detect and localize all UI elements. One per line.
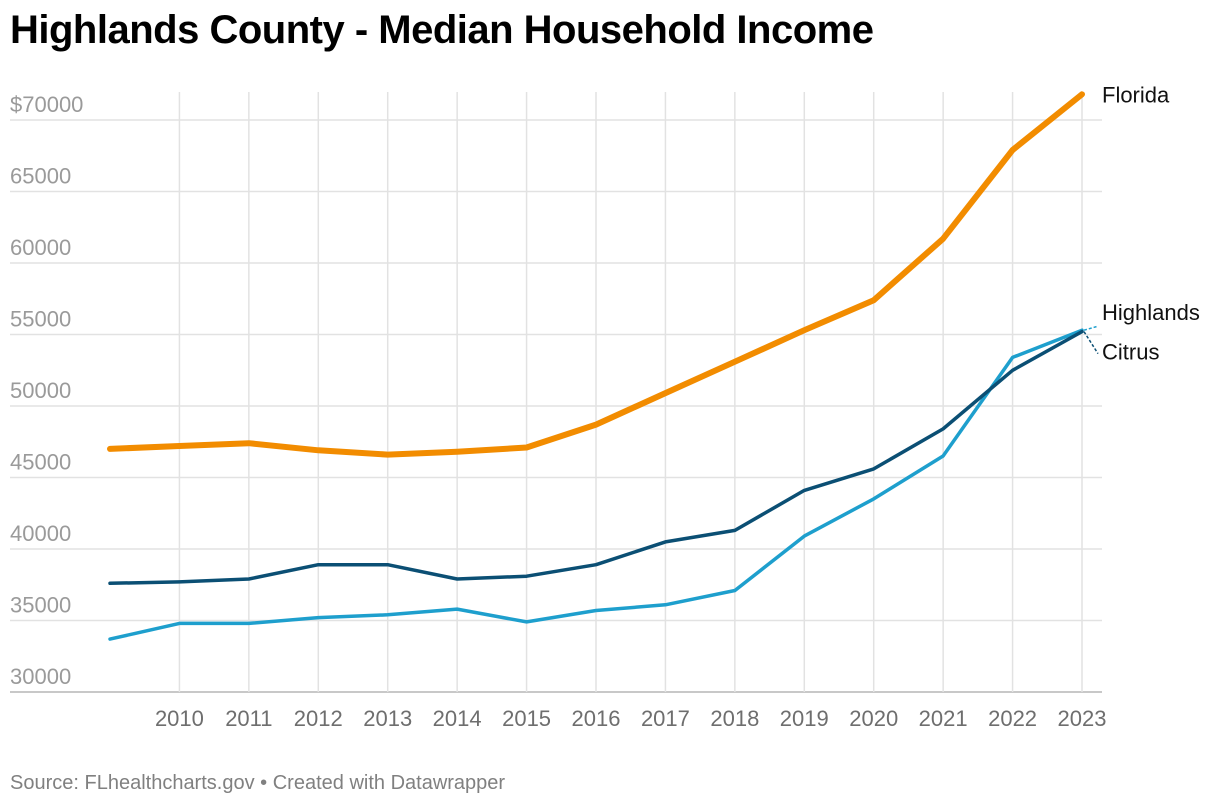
label-connector-citrus [1083, 331, 1099, 355]
y-tick-label: 30000 [10, 664, 71, 689]
x-tick-label: 2022 [988, 706, 1037, 731]
y-tick-label: 50000 [10, 378, 71, 403]
x-tick-label: 2019 [780, 706, 829, 731]
series-label-florida: Florida [1102, 82, 1170, 107]
y-tick-label: $70000 [10, 92, 83, 117]
y-tick-label: 60000 [10, 235, 71, 260]
axis-layer: 30000 35000 40000 45000 50000 55000 60000 65000… [10, 92, 1106, 731]
x-tick-label: 2015 [502, 706, 551, 731]
x-tick-label: 2010 [155, 706, 204, 731]
series-line-citrus [108, 329, 1084, 586]
y-tick-label: 45000 [10, 450, 71, 475]
x-tick-label: 2011 [225, 706, 272, 731]
credit-label: Created with Datawrapper [272, 772, 506, 794]
x-tick-label: 2023 [1058, 706, 1107, 731]
series-line-highlands [108, 328, 1084, 641]
label-connector-highlands [1083, 325, 1099, 331]
series-label-citrus: Citrus [1102, 340, 1159, 365]
y-tick-label: 65000 [10, 164, 71, 189]
footer-separator: • [260, 772, 268, 794]
x-tick-label: 2018 [710, 706, 759, 731]
x-tick-label: 2021 [919, 706, 968, 731]
y-tick-label: 40000 [10, 521, 71, 546]
series-layer [107, 91, 1085, 641]
y-tick-label: 35000 [10, 593, 71, 618]
x-tick-label: 2016 [572, 706, 621, 731]
series-label-highlands: Highlands [1102, 300, 1200, 325]
footer: Source: FLhealthcharts.gov • Created wit… [10, 772, 505, 795]
label-layer: Florida Highlands Citrus [1083, 82, 1200, 365]
series-line-florida [107, 91, 1085, 458]
x-tick-label: 2012 [294, 706, 343, 731]
grid-layer [10, 92, 1102, 693]
y-tick-label: 55000 [10, 307, 71, 332]
x-tick-label: 2017 [641, 706, 690, 731]
x-tick-label: 2013 [363, 706, 412, 731]
source-label: Source: FLhealthcharts.gov [10, 772, 255, 794]
chart-title: Highlands County - Median Household Inco… [10, 8, 874, 52]
x-tick-label: 2020 [849, 706, 898, 731]
x-tick-label: 2014 [433, 706, 482, 731]
